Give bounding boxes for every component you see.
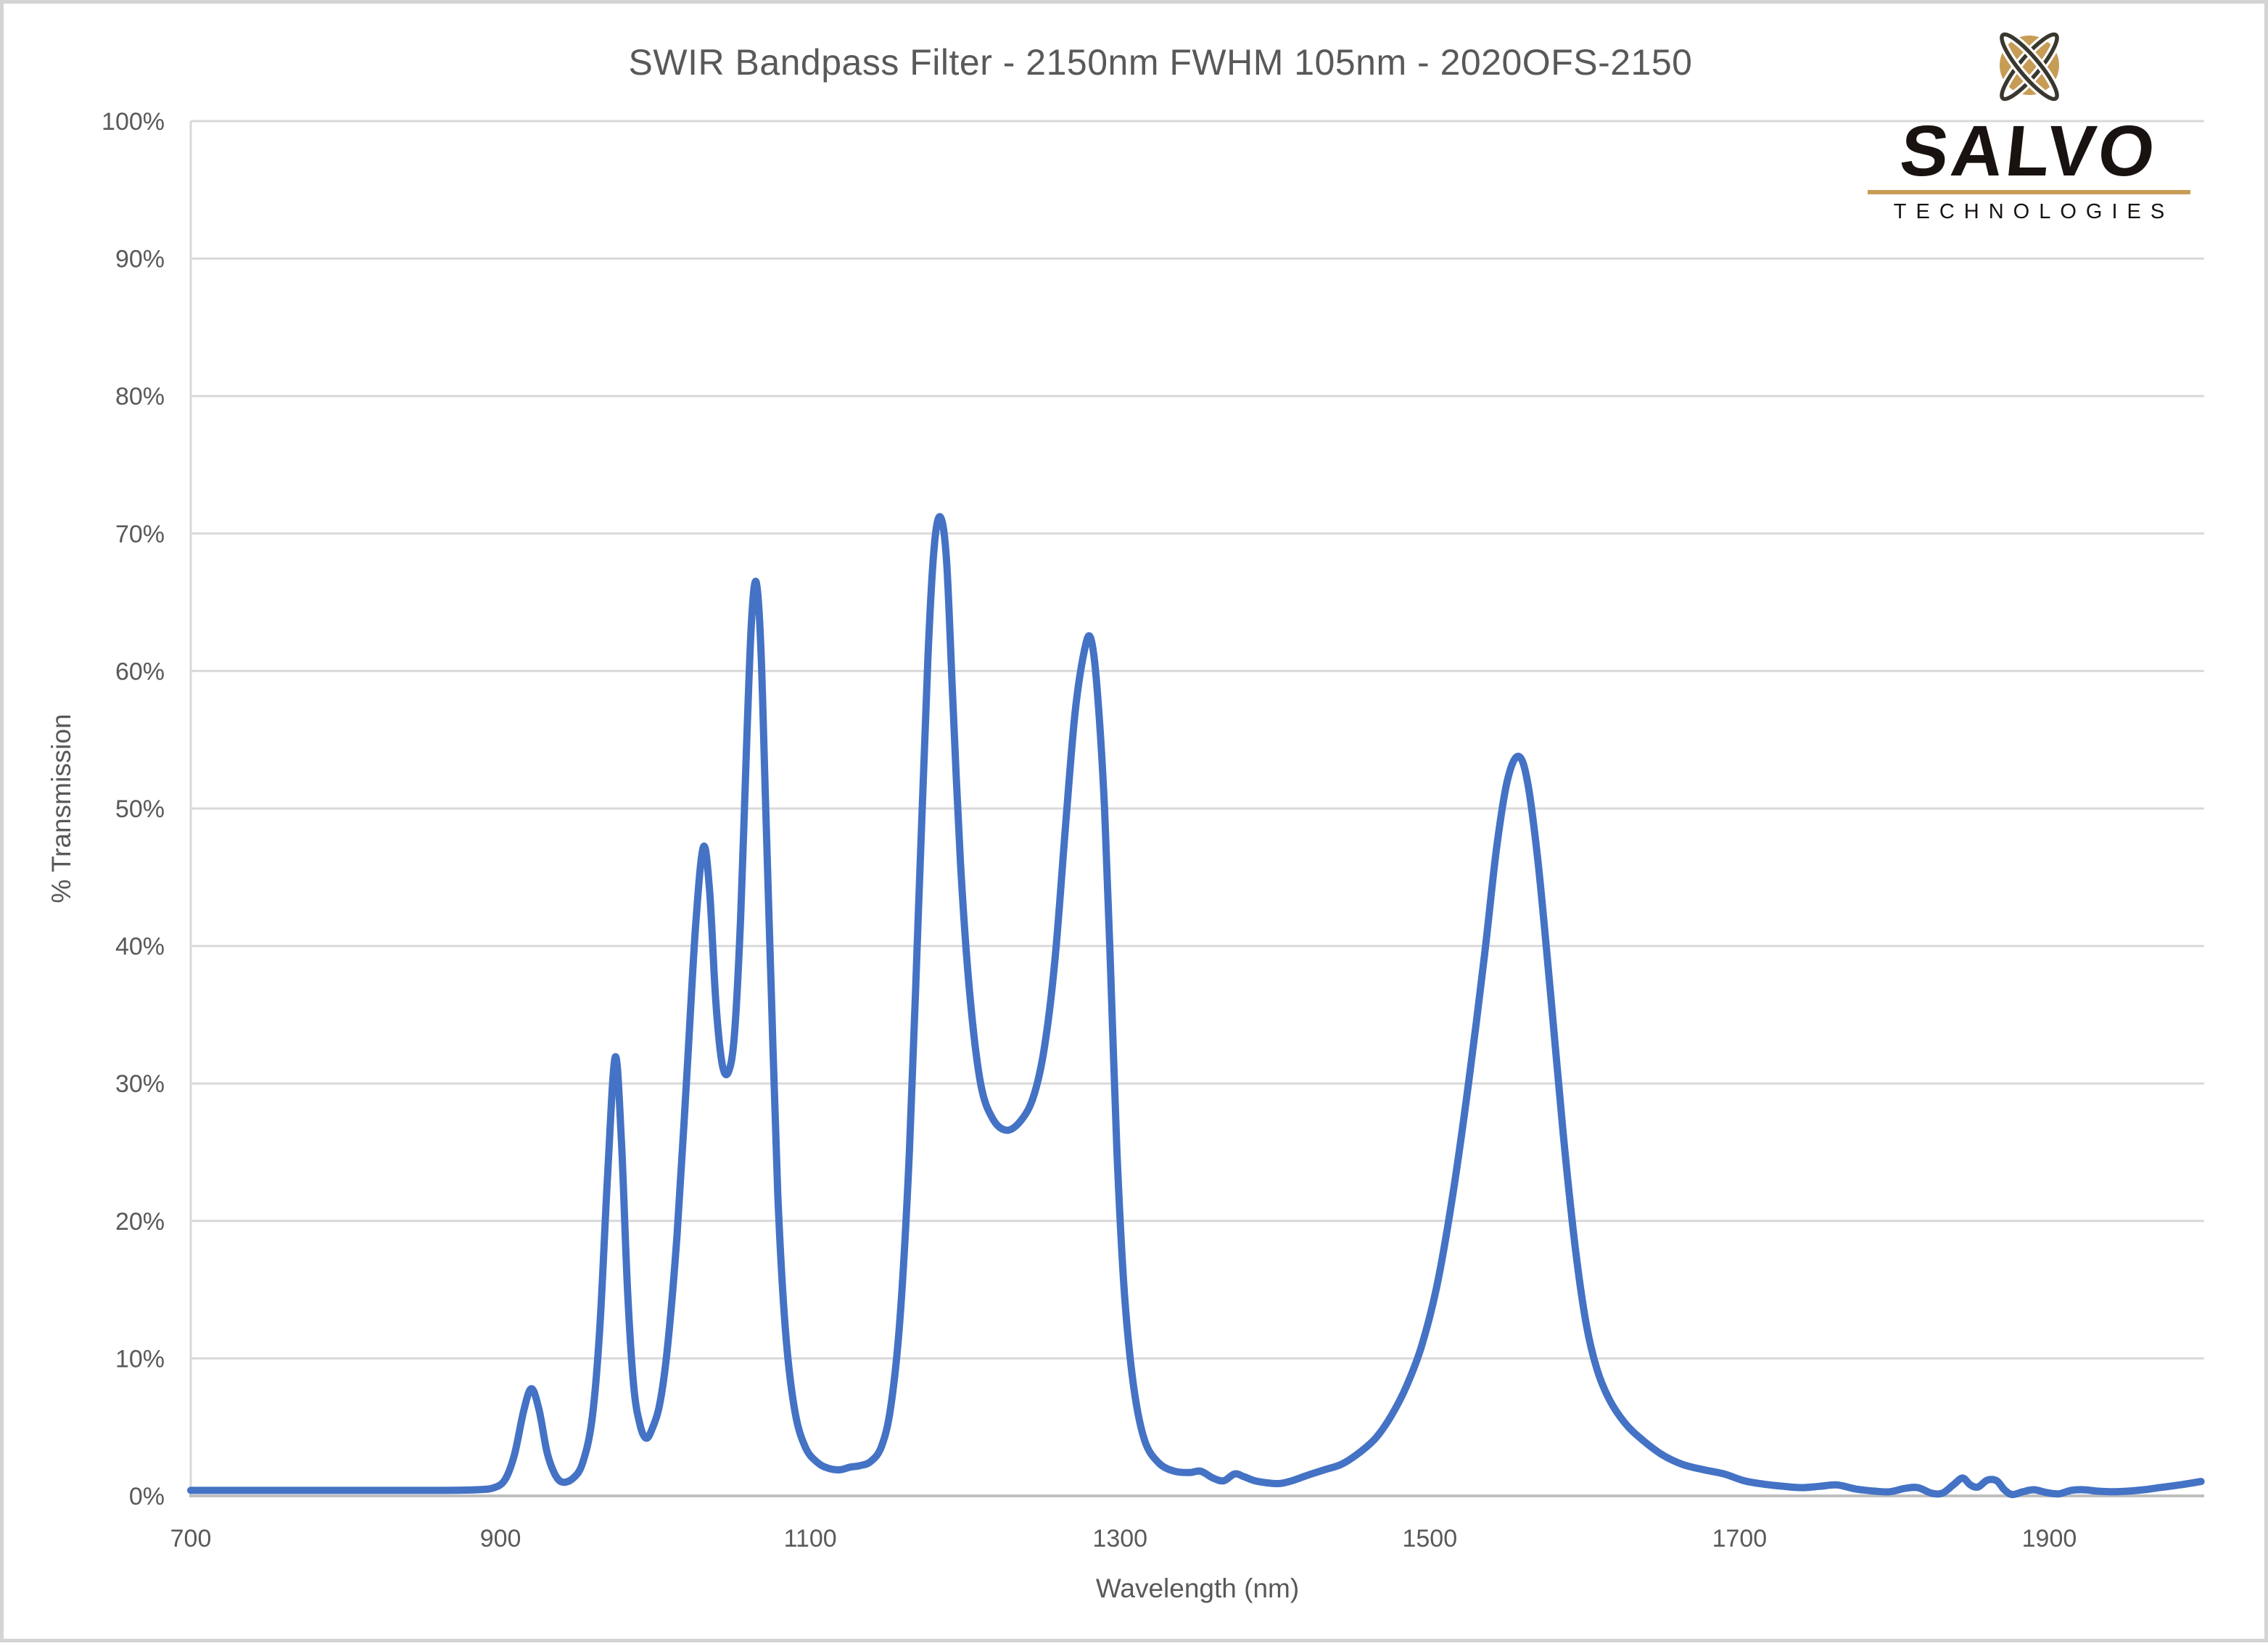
transmission-curve [187, 513, 2205, 1499]
x-tick-label: 900 [480, 1525, 521, 1552]
y-tick-label: 20% [115, 1208, 165, 1236]
y-tick-label: 50% [115, 795, 165, 823]
x-tick-label: 700 [170, 1525, 212, 1552]
x-tick-label: 1100 [784, 1525, 837, 1552]
logo-brand-text: SALVO [1896, 110, 2162, 191]
x-tick-label: 1300 [1092, 1525, 1147, 1552]
logo-gold-rule [1868, 190, 2190, 195]
y-tick-label: 90% [115, 246, 165, 273]
x-tick-label: 1700 [1712, 1525, 1768, 1552]
logo-subbrand-text: TECHNOLOGIES [1893, 200, 2174, 224]
y-tick-label: 100% [102, 108, 165, 136]
x-axis-title: Wavelength (nm) [1095, 1573, 1300, 1603]
atom-orbit-icon [1997, 30, 2061, 104]
y-tick-label: 60% [115, 658, 165, 685]
x-tick-label: 1500 [1402, 1525, 1457, 1552]
plot-area: 0% 10% 20% 30% 40% 50% 60% 70% 80% 90% 100% 700 900 1… [102, 108, 2205, 1552]
y-tick-label: 0% [129, 1483, 165, 1510]
salvo-logo: SALVO TECHNOLOGIES [1868, 20, 2190, 224]
y-axis-title: % Transmission [46, 714, 76, 903]
y-tick-label: 40% [115, 933, 165, 961]
y-tick-label: 80% [115, 383, 165, 410]
chart-title: SWIR Bandpass Filter - 2150nm FWHM 105nm… [628, 42, 1693, 83]
y-tick-label: 30% [115, 1070, 165, 1098]
y-tick-label: 70% [115, 521, 165, 548]
y-tick-label: 10% [115, 1345, 165, 1373]
x-tick-label: 1900 [2022, 1525, 2077, 1552]
